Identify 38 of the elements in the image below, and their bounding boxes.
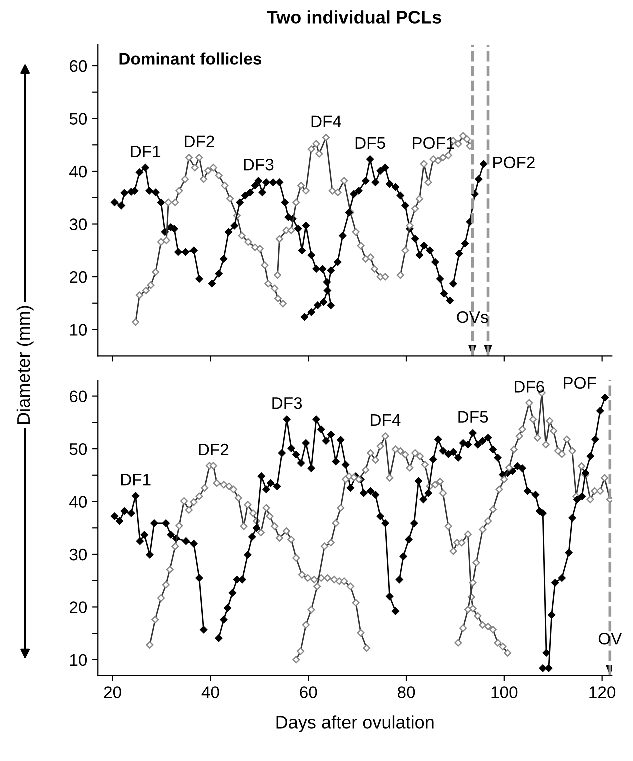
y-tick-label: 40 <box>70 166 88 178</box>
annotation: DF5 <box>356 138 386 150</box>
y-tick-label: 50 <box>70 113 88 125</box>
y-tick-label: 20 <box>70 271 88 284</box>
x-tick-label: 80 <box>398 686 416 698</box>
annotation: DF3 <box>244 158 274 171</box>
annotation: POF1 <box>413 137 454 150</box>
ref-line-label: OVs <box>457 311 488 324</box>
x-tick-label: 40 <box>202 686 220 698</box>
y-tick-label: 10 <box>70 654 88 666</box>
annotation: POF <box>564 377 596 390</box>
x-tick-label: 120 <box>590 686 616 698</box>
annotation: DF4 <box>312 116 342 128</box>
annotation: Dominant follicles <box>120 52 262 65</box>
y-axis-title: Diameter (mm) <box>16 306 34 424</box>
annotation: DF1 <box>131 146 161 158</box>
annotation: DF2 <box>199 444 229 456</box>
y-tick-label: 30 <box>70 548 88 561</box>
annotation: DF4 <box>371 414 401 426</box>
annotation: DF5 <box>458 411 488 423</box>
y-tick-label: 60 <box>70 60 88 72</box>
annotation: POF2 <box>494 156 535 169</box>
y-tick-label: 20 <box>70 602 88 614</box>
y-tick-label: 40 <box>70 496 88 508</box>
y-tick-label: 10 <box>70 324 88 336</box>
ref-line-label: OV <box>598 633 622 645</box>
annotation: DF1 <box>121 474 151 486</box>
annotation: DF2 <box>185 136 214 148</box>
chart-title: Two individual PCLs <box>267 10 442 24</box>
x-tick-label: 20 <box>104 686 122 698</box>
y-tick-label: 50 <box>70 443 88 456</box>
x-tick-label: 60 <box>300 686 318 698</box>
x-axis-title: Days after ovulation <box>276 716 434 732</box>
x-tick-label: 100 <box>492 686 518 698</box>
annotation: DF3 <box>272 397 302 410</box>
annotation: DF6 <box>515 381 544 393</box>
y-tick-label: 60 <box>70 390 88 403</box>
y-tick-label: 30 <box>70 218 88 230</box>
